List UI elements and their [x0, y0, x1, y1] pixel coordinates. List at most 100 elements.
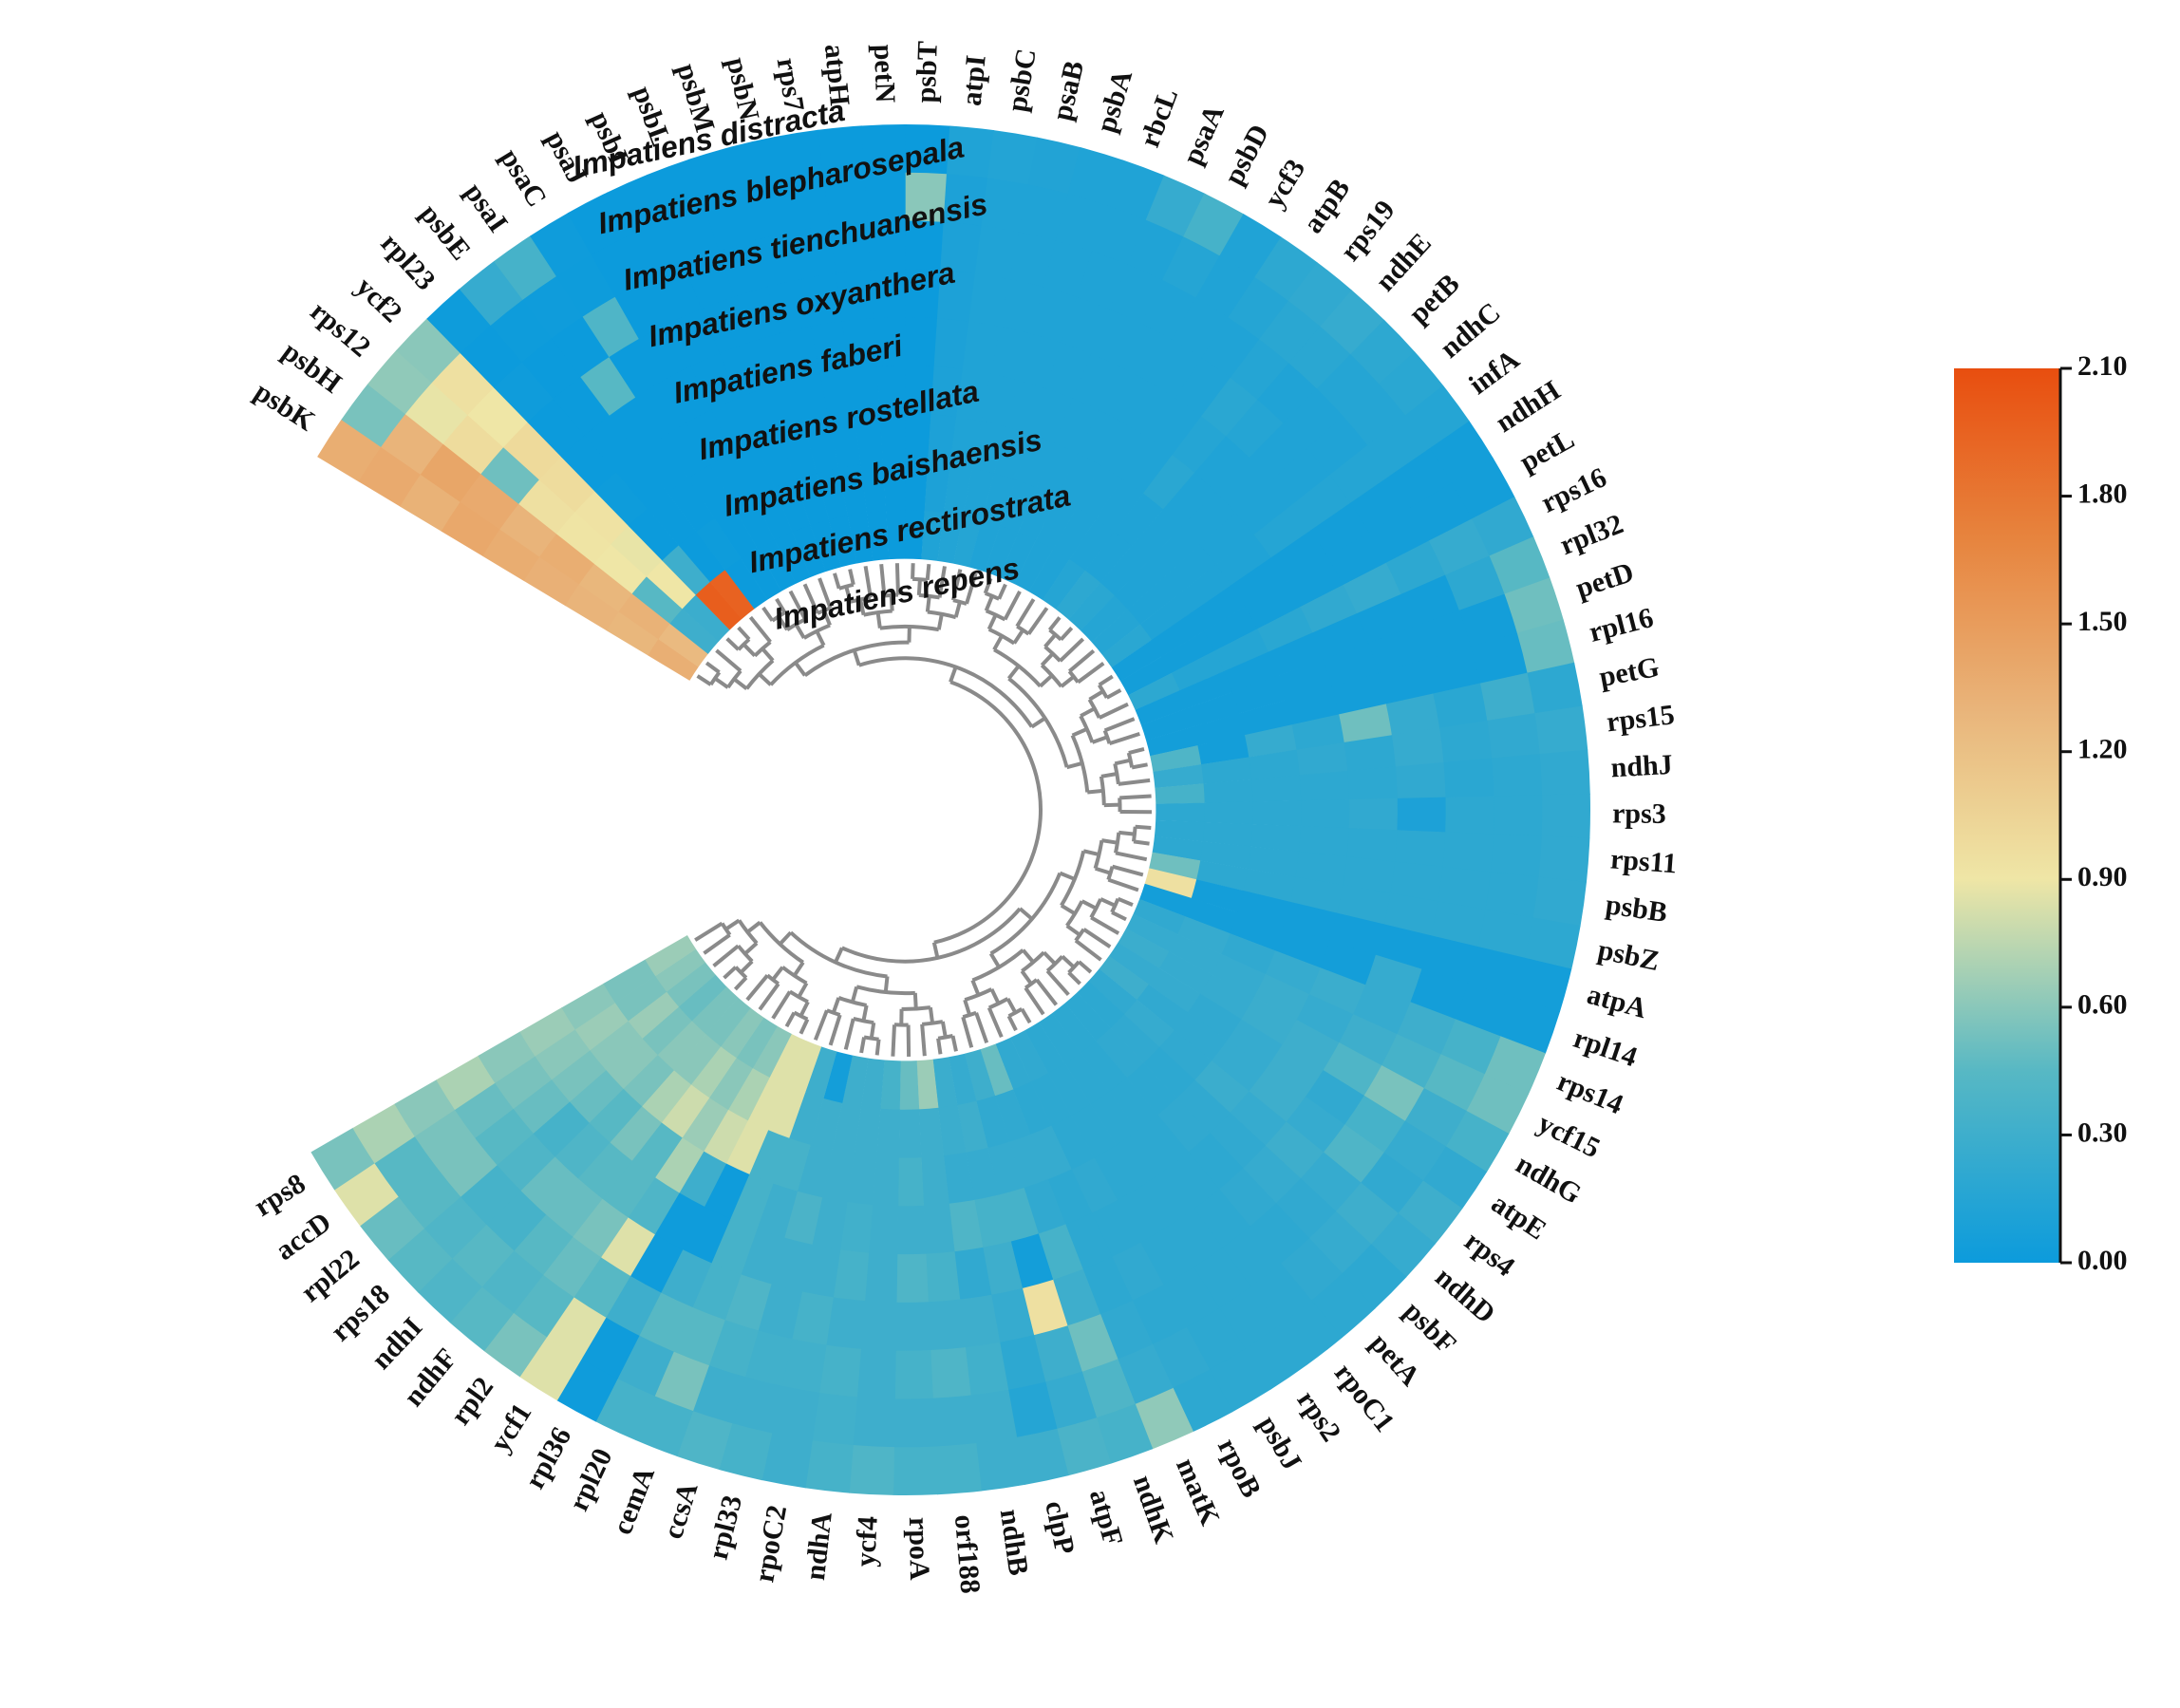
heatmap-cell	[987, 1140, 1024, 1195]
heatmap-cell	[1108, 942, 1160, 985]
heatmap-cell	[836, 270, 874, 322]
heatmap-cell	[648, 639, 699, 681]
heatmap-cell	[774, 129, 825, 185]
tree-branch	[911, 563, 915, 579]
heatmap-cell	[934, 1442, 983, 1495]
tree-branch	[940, 1021, 948, 1038]
tree-branch	[1090, 915, 1120, 935]
heatmap-cell	[609, 397, 663, 455]
tree-branch	[1065, 924, 1081, 937]
heatmap-cell	[1277, 659, 1332, 701]
heatmap-cell	[1000, 479, 1037, 534]
heatmap-cell	[1287, 262, 1352, 328]
heatmap-cell	[1172, 1368, 1233, 1433]
heatmap-cell	[1099, 545, 1149, 596]
tree-arc	[933, 680, 1043, 945]
heatmap-cell	[971, 421, 1007, 475]
tree-arc	[1099, 776, 1106, 806]
heatmap-cell	[1341, 1243, 1407, 1309]
heatmap-cell	[1309, 502, 1370, 558]
tree-arc	[879, 624, 940, 632]
tree-branch	[843, 1018, 855, 1050]
heatmap-cell	[747, 1077, 788, 1131]
heatmap-cell	[459, 260, 524, 327]
heatmap-cell	[647, 492, 697, 546]
tree-branch	[1061, 954, 1076, 969]
heatmap-cell	[1140, 708, 1193, 741]
heatmap-cell	[792, 373, 830, 427]
heatmap-cell	[1229, 1090, 1287, 1146]
heatmap-cell	[623, 1054, 675, 1107]
tree-branch	[1043, 633, 1058, 648]
heatmap-cell	[1228, 276, 1289, 341]
tree-branch	[984, 595, 994, 611]
gene-label: rps11	[1609, 843, 1678, 879]
heatmap-cell	[683, 251, 735, 310]
heatmap-cell	[1192, 713, 1246, 746]
heatmap-cell	[1338, 1013, 1398, 1066]
heatmap-cell	[753, 487, 793, 541]
tree-branch	[1060, 675, 1076, 688]
heatmap-cell	[688, 146, 744, 206]
heatmap-cell	[1174, 1011, 1228, 1061]
heatmap-cell	[1503, 577, 1564, 634]
heatmap-cell	[1175, 1079, 1231, 1134]
heatmap-cell	[657, 1020, 706, 1071]
tree-branch	[1059, 637, 1085, 663]
heatmap-cell	[1253, 504, 1311, 559]
tree-branch	[1119, 794, 1152, 800]
heatmap-cell	[1114, 493, 1164, 547]
heatmap-cell	[1404, 385, 1470, 449]
heatmap-cells	[310, 123, 1590, 1495]
heatmap-cell	[682, 1206, 731, 1264]
heatmap-cell	[823, 1051, 853, 1103]
heatmap-cell	[1356, 593, 1415, 644]
tree-branch	[1107, 877, 1139, 892]
heatmap-cell	[1249, 422, 1308, 481]
tree-branch	[739, 960, 754, 974]
heatmap-cell	[1168, 933, 1222, 975]
heatmap-cell	[1381, 1033, 1441, 1089]
tree-branch	[1131, 762, 1148, 770]
heatmap-cell	[1127, 576, 1179, 626]
heatmap-cell	[1248, 749, 1300, 780]
colorbar-tick-label: 0.30	[2077, 1117, 2128, 1148]
tree-arc	[1016, 624, 1030, 636]
heatmap-cell	[1171, 650, 1225, 691]
heatmap-cell	[539, 534, 595, 585]
heatmap-cell	[711, 1217, 758, 1275]
gene-label: atpA	[1584, 979, 1650, 1025]
heatmap-cell	[442, 414, 504, 475]
tree-branch	[1071, 726, 1088, 738]
heatmap-cell	[1064, 992, 1111, 1042]
heatmap-cell	[611, 525, 663, 577]
heatmap-cell	[1047, 1062, 1091, 1117]
gene-label: rps4	[1458, 1225, 1520, 1283]
heatmap-cell	[1099, 1300, 1154, 1360]
heatmap-cell	[894, 1349, 933, 1399]
heatmap-cell	[1161, 236, 1220, 299]
heatmap-cell	[495, 1056, 553, 1110]
heatmap-cell	[628, 218, 685, 280]
tree-branch	[1015, 598, 1036, 628]
heatmap-cell	[638, 322, 692, 382]
gene-label: ycf1	[484, 1398, 537, 1457]
heatmap-cell	[333, 1162, 400, 1227]
tree-branch	[1068, 648, 1096, 673]
heatmap-cell	[1225, 399, 1284, 459]
heatmap-cell	[741, 1228, 785, 1285]
heatmap-cell	[1008, 232, 1057, 289]
heatmap-cell	[1396, 797, 1446, 833]
colorbar-tick-label: 0.90	[2077, 861, 2128, 892]
heatmap-cell	[727, 1067, 770, 1121]
heatmap-cell	[780, 326, 821, 381]
heatmap-cell	[1151, 612, 1204, 657]
tree-branch	[970, 979, 981, 996]
heatmap-cell	[1430, 901, 1486, 948]
tree-arc	[1089, 898, 1103, 919]
tree-branch	[815, 629, 826, 647]
heatmap-cell	[1027, 137, 1081, 195]
tree-arc	[758, 921, 804, 965]
tree-branch	[1066, 760, 1083, 770]
gene-label: psbA	[1090, 66, 1138, 137]
